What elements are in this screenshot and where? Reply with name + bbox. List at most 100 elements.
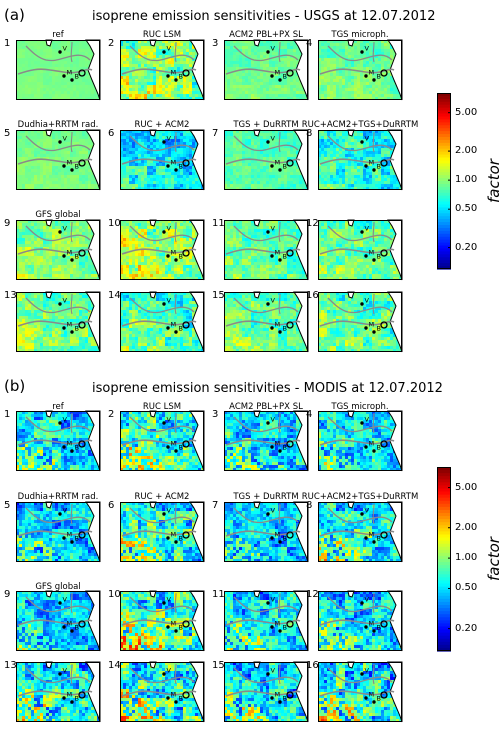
panel-number: 12 xyxy=(306,218,319,229)
city-label: M xyxy=(369,159,375,167)
panel-title: RUC+ACM2+TGS+DuRRTM xyxy=(301,492,419,502)
colorbar-tick-label: 5.00 xyxy=(455,481,478,493)
city-label: B xyxy=(75,624,79,632)
sensitivity-map: V M B xyxy=(318,590,403,652)
city-label: B xyxy=(179,444,183,452)
city-label: V xyxy=(271,507,276,515)
city-label: B xyxy=(179,163,183,171)
city-label: V xyxy=(63,297,68,305)
city-label: M xyxy=(171,69,177,77)
sensitivity-map: V M B xyxy=(120,291,205,353)
colorbar-tick-label: 5.00 xyxy=(455,106,478,118)
sensitivity-map: V M B xyxy=(318,501,403,563)
city-label: V xyxy=(271,225,276,233)
panel-number: 10 xyxy=(108,589,121,600)
city-label: M xyxy=(369,249,375,257)
panel-title: Dudhia+RRTM rad. xyxy=(17,492,99,502)
panel-title: ACM2 PBL+PX SL xyxy=(229,402,303,412)
panel-number: 4 xyxy=(306,409,313,420)
panel-number: 14 xyxy=(108,660,121,671)
sensitivity-map: V M B xyxy=(16,219,101,281)
city-label: V xyxy=(271,135,276,143)
city-label: B xyxy=(179,695,183,703)
city-label: V xyxy=(271,667,276,675)
sensitivity-map: V M B xyxy=(120,219,205,281)
city-label: B xyxy=(283,624,287,632)
panel-number: 3 xyxy=(212,38,219,49)
city-label: V xyxy=(167,135,172,143)
panel-number: 14 xyxy=(108,290,121,301)
colorbar-tick-label: 1.00 xyxy=(455,552,478,564)
city-label: M xyxy=(275,691,281,699)
city-label: B xyxy=(179,253,183,261)
city-label: V xyxy=(365,596,370,604)
city-label: B xyxy=(377,253,381,261)
section-letter: (b) xyxy=(4,377,26,395)
city-label: M xyxy=(171,531,177,539)
sensitivity-map: V M B xyxy=(120,129,205,191)
city-label: B xyxy=(377,535,381,543)
panel-title: RUC LSM xyxy=(142,30,182,40)
panel-title: ref xyxy=(52,402,64,412)
sensitivity-map: V M B xyxy=(16,590,101,652)
panel-number: 8 xyxy=(306,128,313,139)
city-label: M xyxy=(67,531,73,539)
city-label: M xyxy=(369,620,375,628)
city-label: B xyxy=(283,695,287,703)
panel-title: TGS + DuRRTM xyxy=(233,492,299,502)
city-label: B xyxy=(377,73,381,81)
panel-number: 2 xyxy=(108,409,115,420)
city-label: V xyxy=(63,596,68,604)
city-label: V xyxy=(167,667,172,675)
city-label: V xyxy=(365,667,370,675)
city-label: V xyxy=(365,135,370,143)
city-label: M xyxy=(275,159,281,167)
sensitivity-map: V M B xyxy=(16,39,101,101)
panel-number: 9 xyxy=(4,589,11,600)
city-label: M xyxy=(369,531,375,539)
city-label: V xyxy=(365,45,370,53)
city-label: M xyxy=(275,531,281,539)
city-label: B xyxy=(75,535,79,543)
city-label: V xyxy=(167,507,172,515)
sensitivity-map: V M B xyxy=(224,590,309,652)
sensitivity-map: V M B xyxy=(120,590,205,652)
city-label: V xyxy=(365,507,370,515)
city-label: V xyxy=(365,297,370,305)
city-label: B xyxy=(179,325,183,333)
section-title: isoprene emission sensitivities - USGS a… xyxy=(92,9,436,24)
panel-title: RUC + ACM2 xyxy=(134,120,190,130)
city-label: M xyxy=(67,69,73,77)
sensitivity-map: V M B xyxy=(224,661,309,723)
city-label: V xyxy=(167,225,172,233)
city-label: V xyxy=(63,667,68,675)
city-label: B xyxy=(75,695,79,703)
city-label: M xyxy=(369,69,375,77)
panel-number: 6 xyxy=(108,500,115,511)
colorbar-tick-label: 0.50 xyxy=(455,203,478,215)
sensitivity-map: V M B xyxy=(224,501,309,563)
city-label: M xyxy=(275,620,281,628)
city-label: V xyxy=(167,416,172,424)
sensitivity-map: V M B xyxy=(16,410,101,472)
city-label: V xyxy=(365,225,370,233)
panel-number: 7 xyxy=(212,128,219,139)
city-label: V xyxy=(63,45,68,53)
city-label: M xyxy=(275,69,281,77)
panel-number: 5 xyxy=(4,128,11,139)
sensitivity-map: V M B xyxy=(120,501,205,563)
panel-number: 10 xyxy=(108,218,121,229)
panel-title: ref xyxy=(52,30,64,40)
sensitivity-map: V M B xyxy=(318,219,403,281)
city-label: M xyxy=(369,691,375,699)
city-label: M xyxy=(275,249,281,257)
city-label: V xyxy=(63,135,68,143)
colorbar-tick-label: 1.00 xyxy=(455,174,478,186)
city-label: M xyxy=(67,249,73,257)
panel-number: 4 xyxy=(306,38,313,49)
city-label: V xyxy=(271,416,276,424)
panel-number: 6 xyxy=(108,128,115,139)
sensitivity-map: V M B xyxy=(16,661,101,723)
city-label: B xyxy=(377,325,381,333)
city-label: M xyxy=(275,440,281,448)
